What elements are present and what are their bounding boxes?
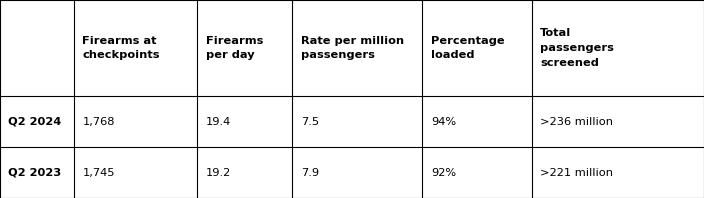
- Text: Percentage
loaded: Percentage loaded: [431, 36, 505, 60]
- Text: 7.9: 7.9: [301, 168, 319, 178]
- Text: Rate per million
passengers: Rate per million passengers: [301, 36, 403, 60]
- Text: Q2 2023: Q2 2023: [8, 168, 62, 178]
- Text: 94%: 94%: [431, 116, 456, 127]
- Text: 19.4: 19.4: [206, 116, 231, 127]
- Text: 1,768: 1,768: [82, 116, 115, 127]
- Text: Total
passengers
screened: Total passengers screened: [540, 28, 614, 68]
- Text: 1,745: 1,745: [82, 168, 115, 178]
- Text: 19.2: 19.2: [206, 168, 231, 178]
- Text: Firearms at
checkpoints: Firearms at checkpoints: [82, 36, 160, 60]
- Text: 7.5: 7.5: [301, 116, 319, 127]
- Text: Q2 2024: Q2 2024: [8, 116, 62, 127]
- Text: >236 million: >236 million: [540, 116, 613, 127]
- Text: >221 million: >221 million: [540, 168, 613, 178]
- Text: Firearms
per day: Firearms per day: [206, 36, 263, 60]
- Text: 92%: 92%: [431, 168, 456, 178]
